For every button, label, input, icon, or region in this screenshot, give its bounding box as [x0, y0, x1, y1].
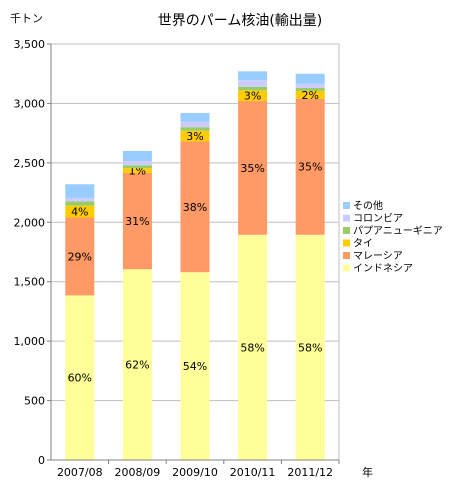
bar-segment: [238, 234, 268, 460]
bar-segment: [295, 87, 325, 91]
data-label: 58%: [240, 341, 264, 354]
bar-segment: [238, 86, 268, 91]
legend-label: インドネシア: [353, 263, 413, 275]
data-label: 29%: [68, 250, 92, 263]
data-label: 58%: [298, 341, 322, 354]
x-tick-label: 2010/11: [230, 466, 276, 479]
data-label: 4%: [71, 206, 88, 219]
data-label: 2%: [301, 89, 318, 102]
bar-segment: [180, 130, 210, 142]
legend-swatch: [343, 264, 350, 272]
y-tick-label: 1,000: [14, 335, 46, 348]
data-label: 54%: [183, 360, 207, 373]
y-axis-title: 千トン: [10, 12, 43, 25]
y-tick-label: 2,500: [14, 157, 46, 170]
bar-segment: [295, 98, 325, 235]
legend-label: その他: [353, 199, 383, 212]
data-label: 31%: [125, 215, 149, 228]
bar-segment: [122, 168, 152, 173]
data-label: 35%: [298, 161, 322, 174]
y-tick-label: 3,000: [14, 97, 46, 110]
data-label: 38%: [183, 201, 207, 214]
legend-swatch: [343, 227, 350, 234]
legend-swatch: [343, 214, 350, 222]
bar-segment: [238, 101, 268, 235]
data-label: 60%: [68, 372, 92, 385]
bar-segment: [238, 90, 268, 102]
data-label: 3%: [186, 130, 203, 143]
bar-segment: [295, 90, 325, 99]
y-tick-label: 500: [24, 395, 45, 408]
x-tick-label: 2008/09: [115, 466, 161, 479]
bar-segment: [180, 127, 210, 131]
data-label: 35%: [240, 162, 264, 175]
y-tick-label: 2,000: [14, 216, 46, 229]
data-label: 62%: [125, 359, 149, 372]
bars: 60%29%4%62%31%1%54%38%3%58%35%3%58%35%2%: [65, 71, 325, 460]
bar-segment: [295, 83, 325, 88]
bar-segment: [180, 121, 210, 128]
legend-label: パプアニューギニア: [353, 225, 443, 237]
legend-label: タイ: [353, 238, 373, 250]
y-tick-label: 1,500: [14, 276, 46, 289]
legend-label: コロンビア: [353, 213, 403, 225]
legend-swatch: [343, 202, 350, 209]
x-tick-label: 2011/12: [287, 466, 333, 479]
x-tick-label: 2009/10: [172, 466, 218, 479]
bar-segment: [295, 73, 325, 84]
bar-segment: [295, 234, 325, 460]
y-tick-label: 0: [38, 454, 45, 467]
legend-label: マレーシア: [353, 251, 403, 262]
x-axis-title: 年: [362, 465, 373, 479]
bar-segment: [65, 217, 95, 296]
bar-segment: [122, 172, 152, 270]
bar-segment: [122, 269, 152, 460]
bar-segment: [180, 141, 210, 273]
chart-title: 世界のパーム核油(輸出量): [158, 13, 323, 29]
y-tick-label: 3,500: [14, 38, 46, 51]
legend-swatch: [343, 239, 350, 247]
bar-segment: [65, 184, 95, 198]
bar-segment: [122, 165, 152, 169]
bar-segment: [65, 197, 95, 202]
x-tick-label: 2007/08: [57, 466, 103, 479]
bar-segment: [65, 205, 95, 218]
legend-swatch: [343, 252, 350, 259]
bar-segment: [180, 272, 210, 460]
bar-segment: [238, 71, 268, 81]
bar-segment: [65, 201, 95, 206]
data-label: 3%: [244, 90, 261, 103]
bar-segment: [65, 295, 95, 460]
bar-segment: [122, 161, 152, 166]
bar-segment: [122, 150, 152, 162]
axes: 0 500 1,000 1,500 2,000 2,500 3,000 3,500 2007/0…: [14, 38, 340, 479]
bar-segment: [238, 80, 268, 87]
bar-segment: [180, 112, 210, 122]
